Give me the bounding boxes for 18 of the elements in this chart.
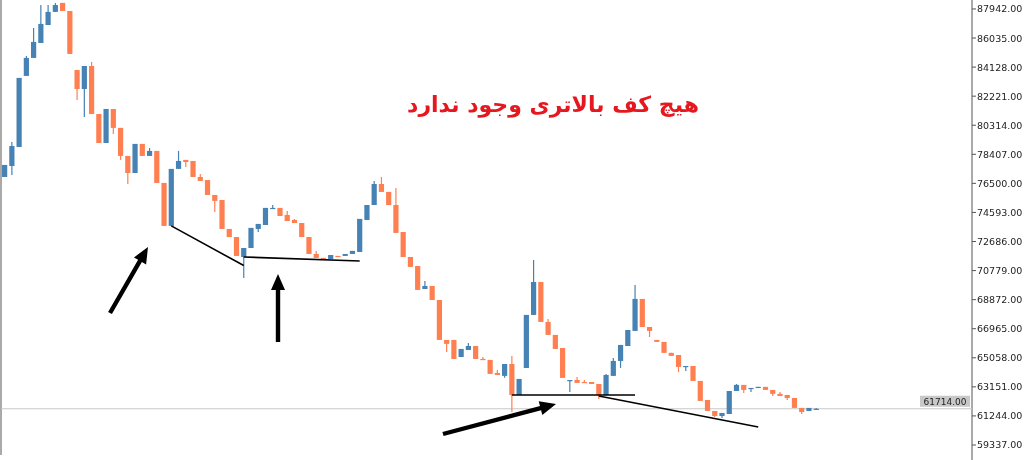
y-tick-label: 80314.00	[977, 119, 1023, 131]
y-tick-label: 84128.00	[977, 61, 1023, 73]
y-tick-label: 63151.00	[977, 381, 1023, 393]
y-tick-label: 87942.00	[977, 3, 1023, 15]
y-tick-label: 78407.00	[977, 148, 1023, 160]
y-tick-label: 68872.00	[977, 294, 1023, 306]
annotation: هیچ کف بالاتری وجود ندارد	[407, 92, 699, 118]
y-tick-label: 74593.00	[977, 206, 1023, 218]
y-tick-label: 65058.00	[977, 352, 1023, 364]
y-tick-label: 72686.00	[977, 236, 1023, 248]
ref-line-label: 61714.00	[923, 396, 967, 407]
y-tick-label: 70779.00	[977, 265, 1023, 277]
y-tick-label: 61244.00	[977, 410, 1023, 422]
y-tick-label: 59337.00	[977, 439, 1023, 451]
y-tick-label: 66965.00	[977, 323, 1023, 335]
y-tick-label: 86035.00	[977, 32, 1023, 44]
y-tick-label: 76500.00	[977, 177, 1023, 189]
y-tick-label: 82221.00	[977, 90, 1023, 102]
